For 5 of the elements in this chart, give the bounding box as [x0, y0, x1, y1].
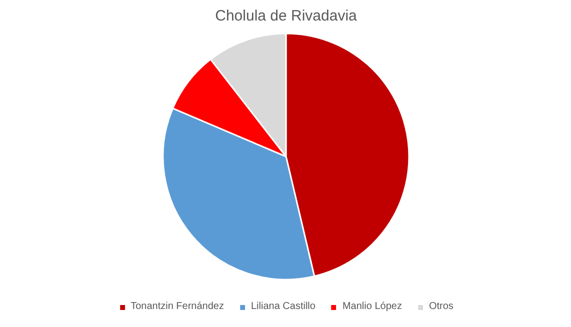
legend-label: Tonantzin Fernández	[130, 301, 224, 312]
legend-label: Otros	[428, 301, 454, 312]
legend-label: Manlio López	[342, 301, 402, 312]
legend-label: Liliana Castillo	[250, 301, 316, 312]
chart-title: Cholula de Rivadavia	[215, 8, 358, 24]
